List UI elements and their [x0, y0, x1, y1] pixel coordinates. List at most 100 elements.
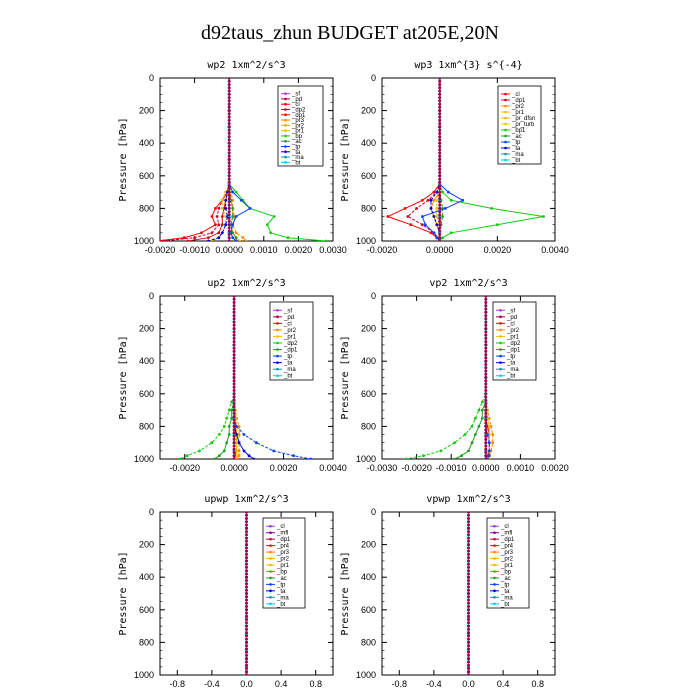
zero-line-marker: [484, 434, 488, 438]
data-point-ac: [441, 215, 444, 218]
legend-marker: [504, 152, 507, 156]
data-point-ta: [435, 223, 439, 227]
legend-marker: [493, 550, 496, 554]
zero-line-marker: [227, 92, 231, 96]
legend-label: _pr2: [291, 123, 305, 129]
zero-line-marker: [232, 395, 236, 399]
zero-line-marker: [467, 621, 470, 625]
legend-marker: [284, 150, 287, 154]
data-point-ac: [231, 215, 235, 218]
zero-line-marker: [467, 572, 470, 576]
data-point-tp: [242, 433, 246, 436]
zero-line-marker: [438, 180, 442, 184]
data-point-cl: [200, 231, 203, 235]
zero-line-marker: [232, 424, 236, 428]
zero-line-marker: [467, 614, 470, 618]
legend-marker: [276, 374, 279, 378]
y-axis-label: Pressure [hPa]: [118, 117, 129, 201]
zero-line-marker: [245, 673, 248, 675]
zero-line-marker: [227, 180, 231, 184]
data-point-tp: [487, 441, 491, 445]
zero-line-marker: [232, 385, 236, 389]
zero-line-marker: [245, 601, 248, 605]
legend-marker: [276, 341, 279, 345]
zero-line-marker: [245, 559, 248, 563]
zero-line-marker: [245, 657, 248, 661]
zero-line-marker: [438, 216, 442, 220]
data-point-dp1: [220, 223, 224, 227]
zero-line-marker: [438, 229, 442, 233]
data-point-dp2: [227, 408, 231, 412]
zero-line-marker: [227, 102, 231, 106]
data-point-bp: [324, 239, 328, 241]
legend-label: _pr1: [283, 334, 297, 340]
y-tick-label: 200: [361, 540, 376, 550]
legend-marker: [499, 354, 502, 358]
zero-line-marker: [438, 219, 442, 223]
zero-line-marker: [227, 125, 231, 129]
data-point-ta: [235, 433, 239, 436]
data-point-dp1: [470, 441, 474, 445]
data-point-ta: [242, 449, 246, 453]
zero-line-marker: [232, 310, 236, 314]
x-tick-label: 0.8: [531, 679, 544, 689]
legend-marker: [269, 544, 272, 547]
y-tick-label: 800: [361, 421, 376, 431]
legend-marker: [269, 557, 272, 560]
series-line-dp2: [406, 296, 487, 459]
legend-marker: [493, 576, 496, 580]
legend-marker: [284, 108, 287, 111]
y-tick-label: 0: [149, 73, 154, 83]
zero-line-marker: [232, 323, 236, 327]
data-point-ac: [231, 207, 235, 210]
legend-marker: [499, 322, 502, 325]
data-point-cl: [403, 207, 407, 210]
zero-line-marker: [232, 428, 236, 432]
x-tick-label: -0.4: [204, 679, 220, 689]
legend-label: _cl: [500, 524, 509, 530]
legend-marker: [504, 104, 507, 108]
zero-line-marker: [227, 167, 231, 171]
zero-line-marker: [484, 353, 488, 357]
legend-marker: [269, 531, 272, 534]
zero-line-marker: [232, 451, 236, 454]
zero-line-marker: [467, 618, 470, 622]
data-point-dp1: [230, 408, 234, 412]
series-line-dp1: [454, 296, 487, 459]
legend-label: _ta: [291, 150, 301, 156]
zero-line-marker: [245, 614, 248, 618]
zero-line-marker: [438, 118, 442, 122]
chart-panel-4: upwp 1xm^2/s^3 Pressure [hPa] 0 200 400 600 80…: [118, 494, 334, 689]
data-point-cl: [409, 223, 413, 227]
zero-line-marker: [467, 562, 470, 566]
zero-line-marker: [245, 663, 248, 667]
zero-line-marker: [438, 174, 442, 178]
data-point-tp: [444, 207, 447, 210]
zero-line-marker: [232, 382, 236, 386]
zero-line-marker: [484, 369, 488, 373]
zero-line-marker: [467, 536, 470, 540]
zero-line-marker: [245, 546, 248, 550]
legend-marker: [284, 102, 287, 106]
legend-marker: [499, 361, 502, 364]
y-tick-label: 600: [139, 171, 154, 181]
zero-line-marker: [245, 640, 248, 644]
legend-box: [492, 301, 537, 381]
zero-line-marker: [467, 650, 470, 654]
zero-line-marker: [245, 598, 248, 602]
zero-line-marker: [438, 210, 442, 214]
zero-line-marker: [467, 631, 470, 635]
zero-line-marker: [438, 145, 442, 148]
chart-title: vp2 1xm^2/s^3: [429, 278, 507, 289]
zero-line-marker: [227, 86, 231, 90]
zero-line-marker: [484, 428, 488, 432]
zero-line-marker: [245, 552, 248, 556]
zero-line-marker: [232, 398, 236, 402]
zero-line-marker: [227, 161, 231, 165]
zero-line-marker: [467, 539, 470, 543]
zero-line-marker: [245, 582, 248, 586]
zero-line-marker: [245, 653, 248, 657]
legend-label: _pd: [283, 315, 294, 321]
zero-line-marker: [467, 546, 470, 550]
data-point-dp1: [220, 215, 224, 218]
